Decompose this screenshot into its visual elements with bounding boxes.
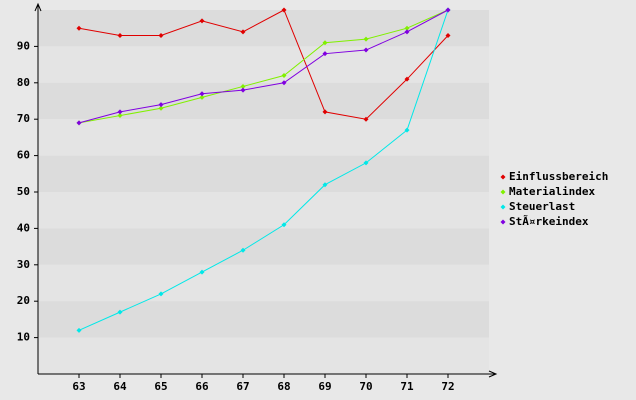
data-point bbox=[404, 25, 410, 31]
y-tick-label: 30 bbox=[17, 258, 30, 271]
grid-band bbox=[38, 82, 489, 120]
y-tick-label: 70 bbox=[17, 112, 30, 125]
y-axis-arrow bbox=[34, 2, 42, 12]
y-tick-label: 80 bbox=[17, 76, 30, 89]
legend-label: Steuerlast bbox=[509, 200, 575, 213]
data-point bbox=[322, 109, 328, 115]
data-point bbox=[240, 87, 246, 93]
grid-band bbox=[38, 46, 489, 83]
data-point bbox=[240, 247, 246, 253]
data-point bbox=[404, 127, 410, 133]
data-point bbox=[117, 109, 123, 115]
grid-band bbox=[38, 301, 489, 338]
legend-label: Materialindex bbox=[509, 185, 595, 198]
x-tick-label: 65 bbox=[154, 380, 167, 393]
y-tick-label: 40 bbox=[17, 221, 30, 234]
grid-band bbox=[38, 192, 489, 229]
y-tick-label: 60 bbox=[17, 149, 30, 162]
y-tick-label: 50 bbox=[17, 185, 30, 198]
data-point bbox=[199, 91, 205, 97]
x-tick-label: 68 bbox=[277, 380, 290, 393]
data-point bbox=[76, 120, 82, 126]
data-point bbox=[363, 47, 369, 53]
data-point bbox=[404, 76, 410, 82]
data-point bbox=[76, 327, 82, 333]
data-point bbox=[404, 29, 410, 35]
grid-band bbox=[38, 10, 489, 47]
data-point bbox=[322, 51, 328, 57]
data-point bbox=[363, 160, 369, 166]
x-tick-label: 64 bbox=[113, 380, 127, 393]
series-line bbox=[78, 9, 449, 120]
data-point bbox=[281, 73, 287, 79]
data-point bbox=[199, 18, 205, 24]
x-axis-arrow bbox=[488, 370, 498, 378]
data-point bbox=[199, 269, 205, 275]
x-tick-label: 71 bbox=[400, 380, 414, 393]
x-tick-label: 70 bbox=[359, 380, 372, 393]
grid-band bbox=[38, 119, 489, 156]
legend-marker bbox=[500, 189, 506, 195]
data-point bbox=[445, 32, 451, 38]
y-tick-label: 20 bbox=[17, 294, 30, 307]
grid-band bbox=[38, 228, 489, 265]
legend-label: StÃ¤rkeindex bbox=[509, 215, 589, 228]
x-tick-label: 66 bbox=[195, 380, 209, 393]
data-point bbox=[281, 222, 287, 228]
x-tick-label: 72 bbox=[441, 380, 454, 393]
series-line bbox=[78, 9, 449, 331]
y-tick-label: 90 bbox=[17, 39, 30, 52]
data-point bbox=[322, 40, 328, 46]
series-line bbox=[78, 9, 449, 124]
x-tick-label: 69 bbox=[318, 380, 331, 393]
data-point bbox=[158, 291, 164, 297]
data-point bbox=[240, 83, 246, 89]
grid-band bbox=[38, 264, 489, 302]
data-point bbox=[199, 94, 205, 100]
x-tick-label: 63 bbox=[72, 380, 85, 393]
data-point bbox=[363, 36, 369, 42]
x-tick-label: 67 bbox=[236, 380, 249, 393]
legend-label: Einflussbereich bbox=[509, 170, 608, 183]
data-point bbox=[158, 105, 164, 111]
data-point bbox=[281, 80, 287, 86]
legend-marker bbox=[500, 219, 506, 225]
series-line bbox=[78, 9, 449, 124]
data-point bbox=[76, 25, 82, 31]
data-point bbox=[240, 29, 246, 35]
data-point bbox=[117, 32, 123, 38]
grid-band bbox=[38, 155, 489, 192]
data-point bbox=[445, 7, 451, 13]
data-point bbox=[158, 32, 164, 38]
data-point bbox=[281, 7, 287, 13]
legend-marker bbox=[500, 174, 506, 180]
data-point bbox=[158, 102, 164, 108]
data-point bbox=[363, 116, 369, 122]
y-tick-label: 10 bbox=[17, 331, 30, 344]
legend-marker bbox=[500, 204, 506, 210]
data-point bbox=[117, 113, 123, 119]
grid-band bbox=[38, 337, 489, 374]
data-point bbox=[117, 309, 123, 315]
data-point bbox=[322, 182, 328, 188]
